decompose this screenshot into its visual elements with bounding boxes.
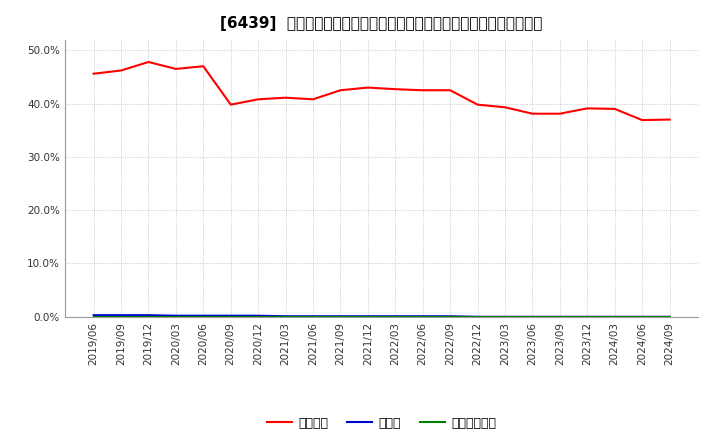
のれん	[528, 314, 537, 319]
自己資本	[171, 66, 180, 72]
繰延税金資産	[336, 314, 345, 319]
自己資本	[500, 105, 509, 110]
自己資本	[144, 59, 153, 65]
自己資本	[665, 117, 674, 122]
のれん	[171, 313, 180, 319]
繰延税金資産	[391, 314, 400, 319]
繰延税金資産	[500, 314, 509, 319]
Legend: 自己資本, のれん, 繰延税金資産: 自己資本, のれん, 繰延税金資産	[262, 412, 501, 435]
自己資本	[446, 88, 454, 93]
繰延税金資産	[254, 314, 263, 319]
繰延税金資産	[418, 314, 427, 319]
自己資本	[282, 95, 290, 100]
のれん	[282, 314, 290, 319]
のれん	[199, 313, 207, 319]
自己資本	[391, 87, 400, 92]
自己資本	[89, 71, 98, 77]
繰延税金資産	[171, 314, 180, 319]
自己資本	[583, 106, 592, 111]
Line: のれん: のれん	[94, 315, 670, 317]
自己資本	[611, 106, 619, 111]
自己資本	[364, 85, 372, 90]
のれん	[336, 314, 345, 319]
繰延税金資産	[309, 314, 318, 319]
のれん	[611, 314, 619, 319]
Line: 自己資本: 自己資本	[94, 62, 670, 120]
繰延税金資産	[144, 314, 153, 319]
のれん	[254, 313, 263, 319]
のれん	[665, 314, 674, 319]
自己資本	[473, 102, 482, 107]
のれん	[418, 314, 427, 319]
自己資本	[117, 68, 125, 73]
自己資本	[254, 97, 263, 102]
自己資本	[226, 102, 235, 107]
繰延税金資産	[226, 314, 235, 319]
のれん	[117, 312, 125, 318]
繰延税金資産	[665, 314, 674, 319]
のれん	[446, 314, 454, 319]
繰延税金資産	[611, 314, 619, 319]
繰延税金資産	[528, 314, 537, 319]
繰延税金資産	[89, 314, 98, 319]
のれん	[89, 312, 98, 318]
自己資本	[336, 88, 345, 93]
自己資本	[556, 111, 564, 116]
のれん	[226, 313, 235, 319]
自己資本	[309, 97, 318, 102]
のれん	[500, 314, 509, 319]
繰延税金資産	[364, 314, 372, 319]
自己資本	[199, 64, 207, 69]
のれん	[473, 314, 482, 319]
繰延税金資産	[638, 314, 647, 319]
のれん	[556, 314, 564, 319]
自己資本	[528, 111, 537, 116]
繰延税金資産	[282, 314, 290, 319]
のれん	[638, 314, 647, 319]
のれん	[391, 314, 400, 319]
自己資本	[638, 117, 647, 123]
繰延税金資産	[556, 314, 564, 319]
自己資本	[418, 88, 427, 93]
のれん	[583, 314, 592, 319]
繰延税金資産	[446, 314, 454, 319]
のれん	[364, 314, 372, 319]
のれん	[309, 314, 318, 319]
のれん	[144, 312, 153, 318]
繰延税金資産	[199, 314, 207, 319]
繰延税金資産	[583, 314, 592, 319]
繰延税金資産	[473, 314, 482, 319]
Title: [6439]  自己資本、のれん、繰延税金資産の総資産に対する比率の推移: [6439] 自己資本、のれん、繰延税金資産の総資産に対する比率の推移	[220, 16, 543, 32]
繰延税金資産	[117, 314, 125, 319]
